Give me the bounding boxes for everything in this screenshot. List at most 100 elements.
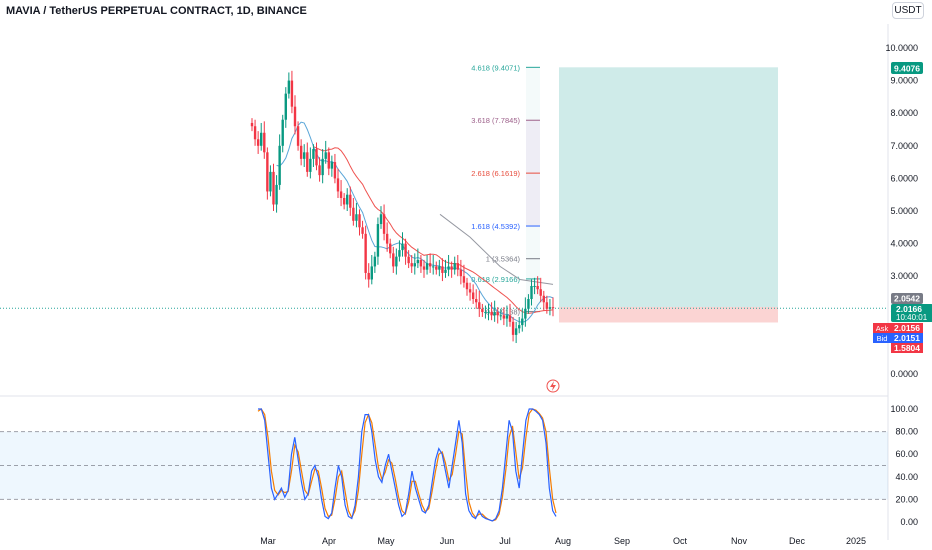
fib-level-label: 1.618 (4.5392) xyxy=(471,222,520,231)
candle-body xyxy=(327,152,330,169)
candle-body xyxy=(413,263,416,267)
candle-body xyxy=(401,243,404,251)
chart-title: MAVIA / TetherUS PERPETUAL CONTRACT, 1D,… xyxy=(6,5,307,17)
candle-body xyxy=(293,106,297,127)
candle-body xyxy=(410,263,413,267)
price-tick-label: 8.0000 xyxy=(890,108,918,118)
candle-body xyxy=(441,266,444,273)
candle-body xyxy=(355,214,358,221)
position-target-zone[interactable] xyxy=(559,67,778,308)
fib-extension-background xyxy=(526,67,540,312)
price-tick-label: 10.0000 xyxy=(885,43,918,53)
currency-button[interactable]: USDT xyxy=(892,2,924,19)
candle-body xyxy=(435,266,438,270)
candle-body xyxy=(324,152,327,159)
candle-body xyxy=(462,276,466,283)
candle-body xyxy=(432,266,435,268)
candle-body xyxy=(428,263,432,267)
candle-body xyxy=(533,285,536,287)
price-tick-label: 4.0000 xyxy=(890,239,918,249)
candle-body xyxy=(490,312,493,316)
candle-body xyxy=(389,243,392,254)
candle-body xyxy=(471,292,475,300)
alert-lightning-icon[interactable] xyxy=(546,379,560,393)
candle-body xyxy=(456,263,459,270)
candle-body xyxy=(542,295,545,303)
bid-price-label: 2.0151 xyxy=(894,333,920,343)
fib-level-label: 1 (3.5364) xyxy=(486,255,521,264)
time-tick-label: Aug xyxy=(555,536,571,546)
position-stop-zone[interactable] xyxy=(559,307,778,323)
time-tick-label: Mar xyxy=(260,536,276,546)
price-axis-labels: 9.4076 2.0542 2.0166 10:40:01 Ask 2.0156… xyxy=(873,62,932,353)
candle-body xyxy=(514,328,518,335)
fib-level-label: 0.618 (2.9166) xyxy=(471,275,520,284)
ask-tag: Ask xyxy=(876,324,889,333)
candle-body xyxy=(425,263,429,270)
candle-body xyxy=(346,194,349,205)
stochastic-tick-label: 0.00 xyxy=(900,517,918,527)
time-axis[interactable]: Mar Apr May Jun Jul Aug Sep Oct Nov Dec 2025 xyxy=(260,536,866,546)
stochastic-tick-label: 80.00 xyxy=(895,427,918,437)
candle-body xyxy=(508,315,512,322)
candle-body xyxy=(358,214,361,228)
time-tick-label: Nov xyxy=(731,536,748,546)
candle-body xyxy=(385,233,389,244)
candle-body xyxy=(281,119,284,146)
candle-body xyxy=(349,194,352,208)
candle-body xyxy=(459,269,463,277)
candle-body xyxy=(521,318,524,326)
candle-body xyxy=(530,285,533,300)
candle-body xyxy=(296,126,300,146)
candle-body xyxy=(518,325,521,329)
stochastic-tick-label: 20.00 xyxy=(895,494,918,504)
candlestick-series xyxy=(250,70,555,344)
price-tick-label: 5.0000 xyxy=(890,206,918,216)
time-tick-label: Jul xyxy=(499,536,511,546)
stop-price-label: 1.5804 xyxy=(894,343,920,353)
candle-body xyxy=(312,149,315,159)
candle-body xyxy=(321,158,324,176)
candle-body xyxy=(493,312,496,316)
candle-body xyxy=(447,266,450,270)
candle-body xyxy=(419,259,423,267)
fib-level-label: 0 (1.9138) xyxy=(486,308,521,317)
candle-body xyxy=(269,171,272,192)
candle-body xyxy=(370,266,373,280)
candle-body xyxy=(438,266,441,270)
fib-level-label: 2.618 (6.1619) xyxy=(471,169,520,178)
candle-body xyxy=(379,214,383,225)
stochastic-tick-label: 100.00 xyxy=(890,404,918,414)
fib-extension-levels[interactable]: 4.618 (9.4071) 3.618 (7.7845) 2.618 (6.161… xyxy=(471,63,540,317)
candle-body xyxy=(545,302,549,309)
candle-body xyxy=(392,253,395,267)
candle-body xyxy=(290,80,294,107)
candle-body xyxy=(367,272,370,280)
candle-body xyxy=(422,266,426,270)
stochastic-tick-label: 60.00 xyxy=(895,449,918,459)
target-price-label: 9.4076 xyxy=(894,64,920,74)
candle-body xyxy=(260,132,263,146)
time-tick-label: Oct xyxy=(673,536,688,546)
candle-body xyxy=(527,299,530,309)
price-tick-label: 3.0000 xyxy=(890,271,918,281)
candle-body xyxy=(539,289,542,296)
fib-level-label: 4.618 (9.4071) xyxy=(471,63,520,72)
candle-body xyxy=(309,158,312,172)
candle-body xyxy=(253,126,257,140)
time-tick-label: Sep xyxy=(614,536,630,546)
candle-body xyxy=(478,302,481,309)
candle-body xyxy=(484,312,487,314)
candle-body xyxy=(481,308,484,313)
time-tick-label: Jun xyxy=(440,536,455,546)
ask-price-label: 2.0156 xyxy=(894,323,920,333)
stochastic-axis[interactable]: 100.00 80.00 60.00 40.00 20.00 0.00 xyxy=(890,404,918,527)
candle-body xyxy=(407,256,410,264)
candle-body xyxy=(275,184,278,205)
candle-body xyxy=(468,289,472,293)
candle-body xyxy=(361,227,364,234)
candle-body xyxy=(499,315,502,317)
candle-body xyxy=(382,214,386,234)
candle-body xyxy=(266,152,269,192)
